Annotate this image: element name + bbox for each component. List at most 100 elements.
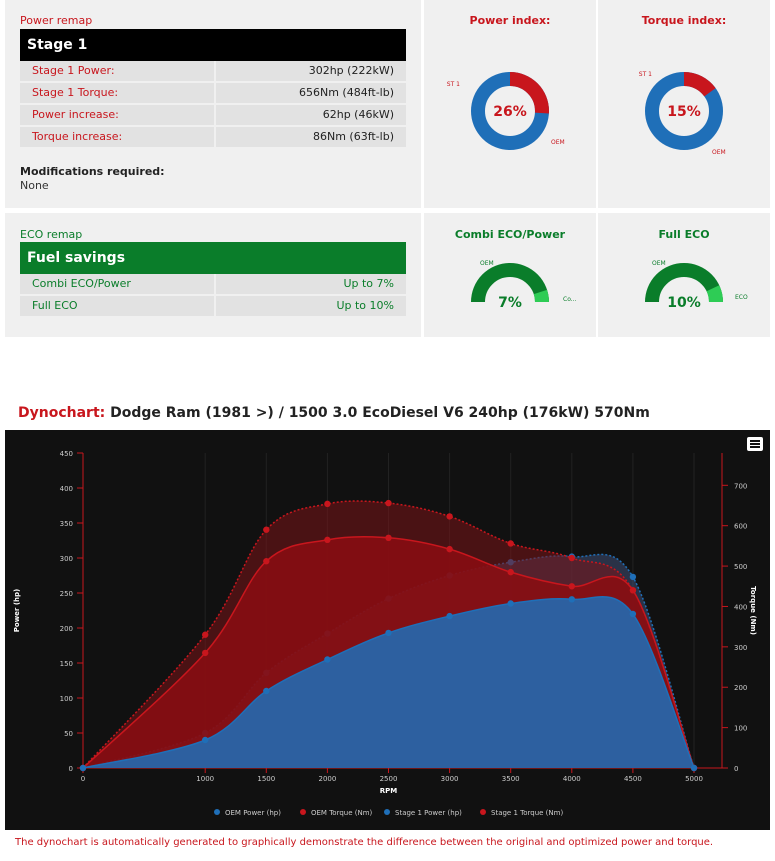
x-tick-label: 1500 xyxy=(257,775,275,783)
spec-row-label: Torque increase: xyxy=(20,127,214,147)
x-tick-label: 2500 xyxy=(380,775,398,783)
y-tick-label-right: 100 xyxy=(734,725,747,733)
legend-item: OEM Torque (Nm) xyxy=(311,809,373,817)
power-index-panel xyxy=(424,0,596,208)
y-tick-label-left: 400 xyxy=(60,485,73,493)
torque-index-title: Torque index: xyxy=(641,14,727,27)
dynochart-title-text: Dodge Ram (1981 >) / 1500 3.0 EcoDiesel … xyxy=(110,405,650,421)
stage-banner: Stage 1 xyxy=(20,29,406,61)
oem-power-line xyxy=(82,596,695,769)
torque-index-percent: 15% xyxy=(667,104,701,120)
oem-torque-point xyxy=(629,587,637,594)
legend-marker xyxy=(384,809,390,815)
full-eco-gauge: 10% OEM ECO xyxy=(645,260,748,311)
power-index-stage-arc xyxy=(471,72,549,150)
x-tick-label: 5000 xyxy=(685,775,703,783)
y-tick-label-right: 700 xyxy=(734,482,747,490)
dynochart-title: Dynochart: Dodge Ram (1981 >) / 1500 3.0… xyxy=(18,405,650,421)
full-eco-title: Full ECO xyxy=(658,228,710,241)
y-tick-label-left: 150 xyxy=(60,660,73,668)
oem-torque-point xyxy=(263,558,270,565)
modifications-value: None xyxy=(20,179,49,192)
stage1-torque-point xyxy=(385,499,392,507)
power-remap-label: Power remap xyxy=(20,14,93,27)
eco-row-label: Combi ECO/Power xyxy=(20,274,214,294)
oem-power-point xyxy=(690,764,698,772)
torque-index-oem-label: OEM xyxy=(712,149,726,156)
eco-row: Full ECO Up to 10% xyxy=(20,296,406,316)
y-tick-label-right: 200 xyxy=(734,684,747,692)
oem-torque-point xyxy=(324,536,331,544)
y-tick-label-left: 250 xyxy=(60,590,73,598)
spec-row: Torque increase: 86Nm (63ft-lb) xyxy=(20,127,406,147)
y-tick-label-left: 350 xyxy=(60,520,73,528)
combi-eco-gauge: 7% OEM Co... xyxy=(471,260,577,311)
power-index-oem-label: OEM xyxy=(551,139,565,146)
legend-item: Stage 1 Torque (Nm) xyxy=(491,809,563,817)
oem-torque-point xyxy=(507,568,514,576)
combi-eco-percent: 7% xyxy=(498,295,522,311)
modifications-label: Modifications required: xyxy=(20,165,165,178)
y-tick-label-left: 200 xyxy=(60,625,73,633)
oem-power-area xyxy=(83,596,694,768)
spec-row-value: 62hp (46kW) xyxy=(216,105,406,125)
spec-row-label: Stage 1 Power: xyxy=(20,61,214,81)
x-tick-label: 3500 xyxy=(502,775,520,783)
combi-eco-gain-arc xyxy=(533,289,550,303)
y-tick-label-right: 600 xyxy=(734,523,747,531)
dynochart-title-label: Dynochart: xyxy=(18,405,106,421)
eco-remap-label: ECO remap xyxy=(20,228,83,241)
y-axis-title-left: Power (hp) xyxy=(13,589,21,632)
spec-row: Stage 1 Power: 302hp (222kW) xyxy=(20,61,406,81)
spec-row-value: 656Nm (484ft-lb) xyxy=(216,83,406,103)
oem-power-point xyxy=(202,736,209,744)
oem-torque-point xyxy=(385,534,392,542)
spec-row-label: Stage 1 Torque: xyxy=(20,83,214,103)
x-tick-label: 0 xyxy=(81,775,85,783)
full-eco-eco-label: ECO xyxy=(735,294,748,301)
legend-marker xyxy=(214,809,220,815)
eco-row: Combi ECO/Power Up to 7% xyxy=(20,274,406,294)
x-tick-label: 4000 xyxy=(563,775,581,783)
oem-power-point xyxy=(568,596,575,603)
eco-row-value: Up to 10% xyxy=(216,296,406,316)
y-tick-label-right: 500 xyxy=(734,563,747,571)
chart-menu-icon[interactable] xyxy=(747,437,763,451)
torque-index-stage-label: ST 1 xyxy=(639,71,652,78)
legend-item: Stage 1 Power (hp) xyxy=(395,809,462,817)
torque-index-donut: 15% ST 1 OEM xyxy=(639,71,726,156)
eco-row-label: Full ECO xyxy=(20,296,214,316)
oem-torque-point xyxy=(568,583,575,590)
torque-index-panel xyxy=(598,0,770,208)
dynochart: 0501001502002503003504004500100200300400… xyxy=(5,430,770,830)
y-tick-label-left: 450 xyxy=(60,450,73,458)
x-tick-label: 2000 xyxy=(318,775,336,783)
stage1-torque-point xyxy=(263,526,270,533)
y-tick-label-left: 50 xyxy=(64,730,73,738)
stage1-torque-point xyxy=(568,554,575,562)
legend-item: OEM Power (hp) xyxy=(225,809,281,817)
oem-power-point xyxy=(324,656,331,663)
oem-power-point xyxy=(385,629,392,637)
oem-torque-point xyxy=(446,545,453,553)
x-tick-label: 1000 xyxy=(196,775,214,783)
oem-power-point xyxy=(263,687,270,695)
stage1-torque-point xyxy=(324,500,331,508)
spec-row: Power increase: 62hp (46kW) xyxy=(20,105,406,125)
y-tick-label-left: 300 xyxy=(60,555,73,563)
oem-power-point xyxy=(79,764,87,772)
oem-torque-line xyxy=(82,535,695,769)
stage1-torque-point xyxy=(202,631,209,638)
fuel-savings-banner: Fuel savings xyxy=(20,242,406,274)
oem-power-point xyxy=(446,612,453,620)
oem-torque-point xyxy=(202,649,209,657)
y-tick-label-right: 400 xyxy=(734,603,747,611)
torque-index-stage-arc xyxy=(645,72,723,150)
spec-row: Stage 1 Torque: 656Nm (484ft-lb) xyxy=(20,83,406,103)
x-axis-title: RPM xyxy=(380,787,398,795)
combi-eco-oem-label: OEM xyxy=(480,260,494,267)
power-index-percent: 26% xyxy=(493,104,527,120)
legend-marker xyxy=(480,809,486,815)
oem-power-point xyxy=(507,600,514,607)
y-tick-label-right: 300 xyxy=(734,644,747,652)
